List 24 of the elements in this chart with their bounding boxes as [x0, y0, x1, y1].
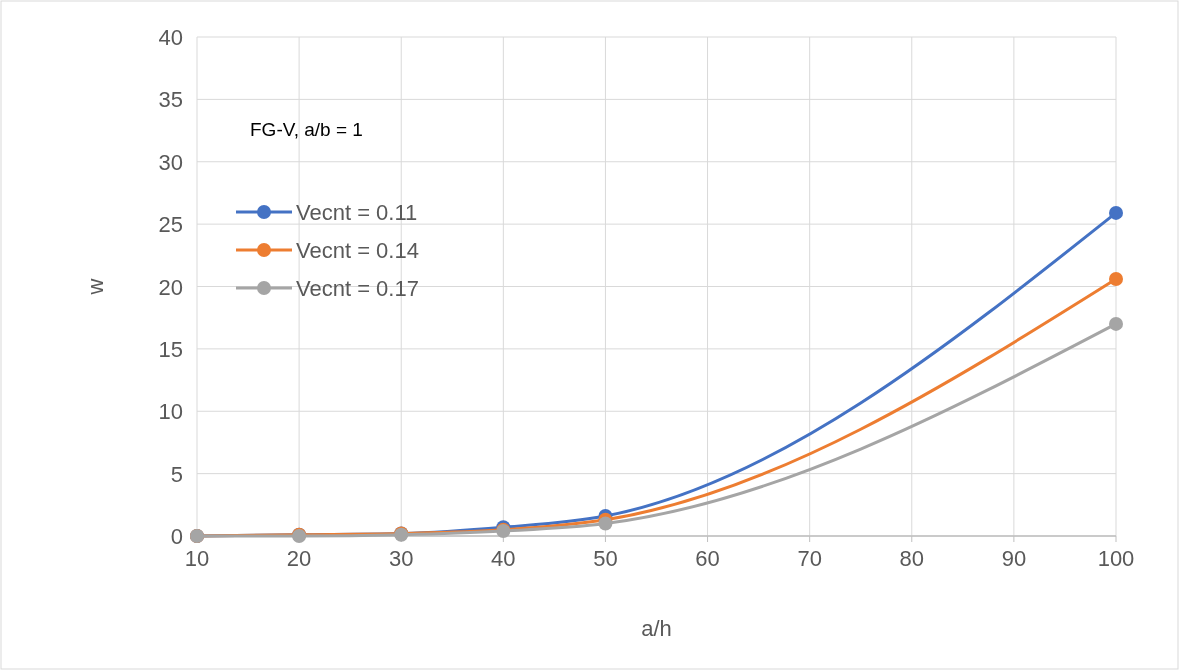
x-tick-label: 90 [1001, 546, 1027, 571]
legend-label: Vecnt = 0.17 [296, 276, 419, 301]
y-tick-label: 40 [158, 25, 183, 50]
y-tick-label: 15 [158, 336, 183, 362]
y-tick-label: 5 [170, 461, 183, 487]
x-tick-label: 40 [491, 546, 516, 571]
x-tick-label: 20 [286, 546, 312, 571]
y-tick-label: 30 [158, 149, 183, 175]
x-tick-label: 60 [695, 546, 720, 571]
y-tick-label: 25 [158, 212, 183, 238]
x-tick-label: 70 [797, 546, 822, 571]
x-tick-label: 30 [388, 546, 414, 571]
y-tick-label: 0 [170, 524, 183, 549]
x-tick-label: 100 [1097, 546, 1135, 571]
y-axis-title: w [83, 278, 108, 296]
x-tick-label: 50 [593, 546, 618, 571]
y-tick-label: 20 [158, 274, 183, 300]
annotation: FG-V, a/b = 1 [250, 119, 363, 140]
legend-label: Vecnt = 0.14 [296, 238, 419, 263]
legend-label: Vecnt = 0.11 [296, 200, 418, 225]
x-axis-title: a/h [641, 616, 672, 641]
y-tick-label: 35 [158, 87, 183, 113]
y-tick-label: 10 [158, 399, 183, 425]
x-tick-label: 80 [899, 546, 925, 571]
